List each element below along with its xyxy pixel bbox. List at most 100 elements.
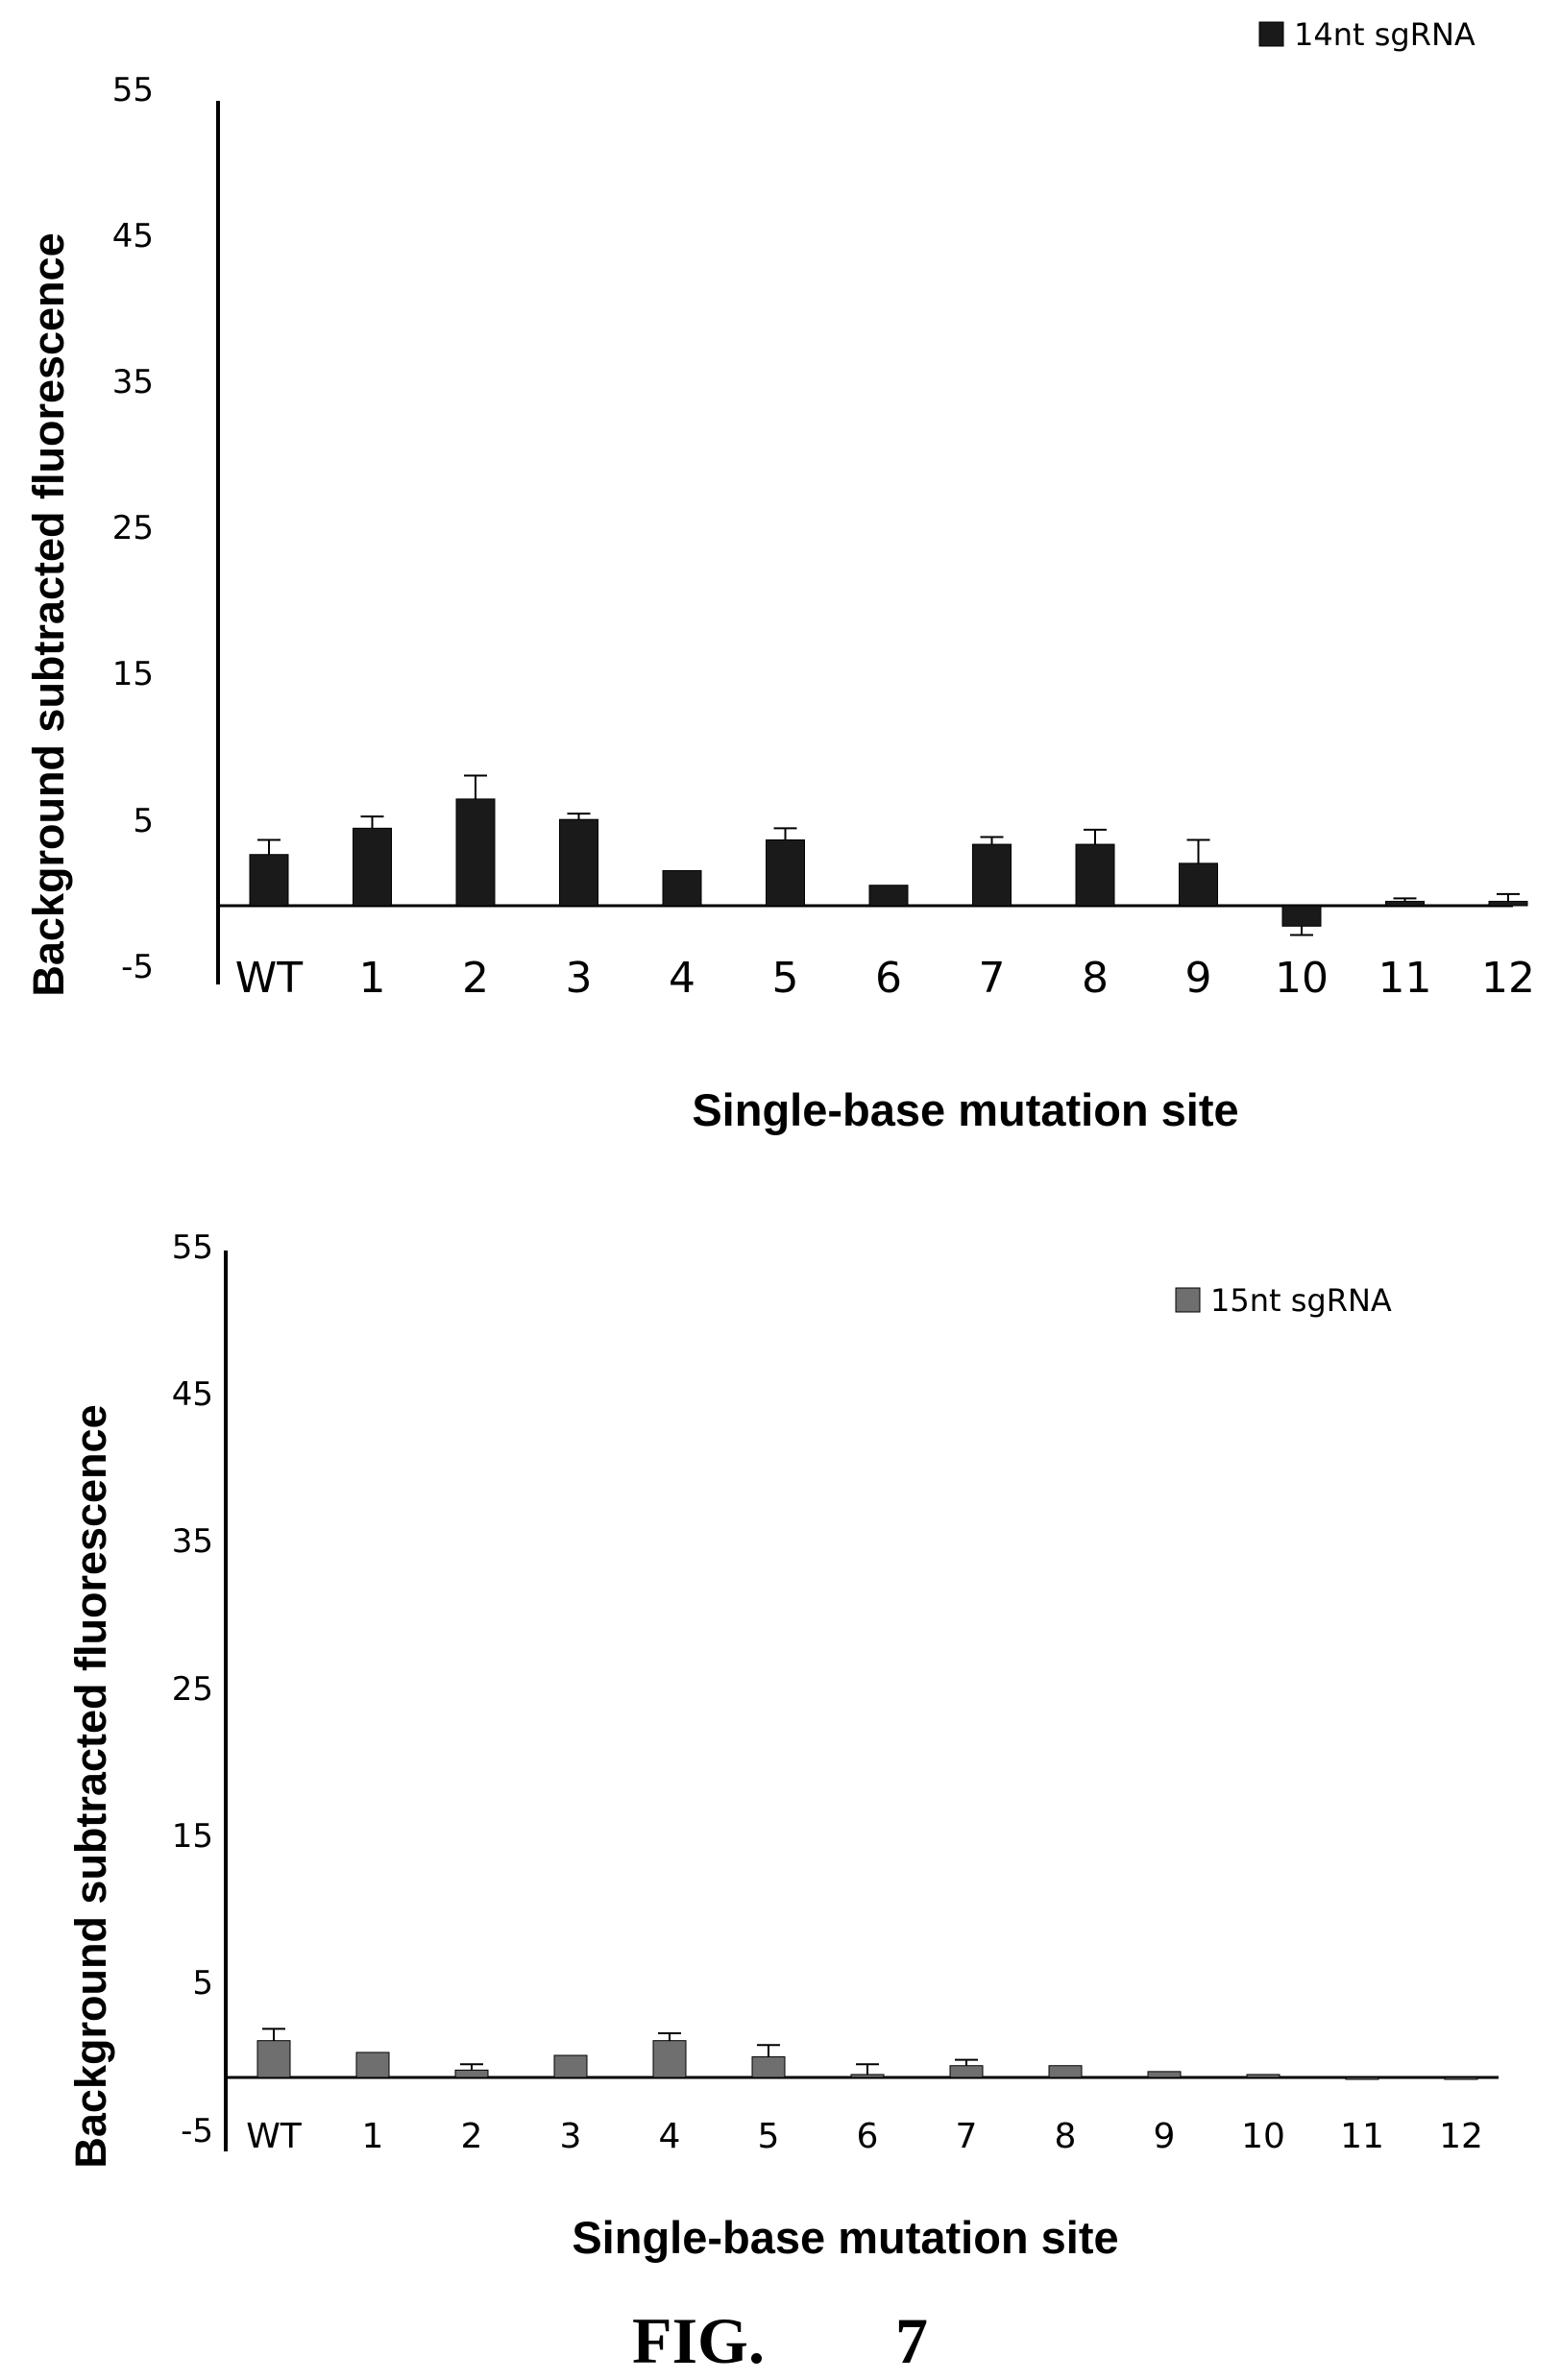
x-tick-label: 1 — [359, 954, 386, 1003]
error-bar — [360, 815, 384, 829]
x-tick-label: 3 — [560, 2117, 582, 2156]
bar — [1488, 900, 1528, 907]
error-bar — [1393, 897, 1417, 902]
error-bar — [980, 836, 1004, 845]
bar — [454, 2069, 489, 2078]
x-tick-label: 8 — [1055, 2117, 1077, 2156]
error-bar — [658, 2032, 681, 2041]
error-bar — [1497, 892, 1520, 902]
legend: 15nt sgRNA — [1175, 1282, 1392, 1319]
y-tick-label: 5 — [192, 1964, 213, 2003]
legend-label: 15nt sgRNA — [1210, 1282, 1392, 1319]
bar — [1385, 900, 1425, 907]
bar — [256, 2040, 291, 2078]
y-tick-label: 25 — [172, 1670, 213, 1709]
bar — [766, 839, 805, 907]
y-tick-label: 35 — [172, 1522, 213, 1561]
legend: 14nt sgRNA — [1258, 16, 1476, 53]
x-tick-labels: WT 1 2 3 4 5 6 7 8 9 10 11 12 — [246, 2117, 1483, 2156]
bar — [1179, 862, 1218, 907]
legend-swatch — [1175, 1287, 1201, 1313]
error-bar — [460, 2063, 483, 2071]
y-tick-label: 45 — [112, 217, 154, 255]
y-tick-label: 35 — [112, 363, 154, 401]
y-tick-labels: 55 45 35 25 15 5 -5 — [172, 1228, 213, 2150]
error-bar — [1290, 926, 1313, 936]
x-tick-label: 10 — [1241, 2117, 1285, 2156]
x-tick-label: 5 — [758, 2117, 780, 2156]
y-tick-label: 45 — [172, 1375, 213, 1414]
bar — [455, 798, 496, 907]
chart-14nt: 55 45 35 25 15 5 -5 WT 1 2 3 4 5 6 7 8 9 10 11 12 Si… — [24, 16, 1535, 1135]
bar — [1147, 2071, 1182, 2078]
x-tick-label: 9 — [1185, 954, 1212, 1003]
x-tick-label: 4 — [659, 2117, 681, 2156]
error-bar — [955, 2058, 978, 2066]
bar — [1048, 2065, 1083, 2078]
bar — [355, 2052, 390, 2078]
error-bar — [262, 2028, 285, 2041]
bar — [1444, 2076, 1478, 2080]
x-tick-label: 11 — [1340, 2117, 1384, 2156]
bar-group — [256, 2028, 1478, 2080]
bar — [1075, 843, 1115, 907]
bar — [1345, 2076, 1379, 2080]
y-axis-label: Background subtracted fluorescence — [24, 232, 73, 996]
y-tick-label: 55 — [172, 1228, 213, 1267]
y-tick-label: -5 — [181, 2112, 213, 2150]
x-tick-label: 2 — [461, 2117, 483, 2156]
y-tick-label: 15 — [172, 1817, 213, 1856]
figure-caption: FIG. 7 — [632, 2304, 928, 2377]
y-tick-label: -5 — [121, 948, 154, 986]
error-bar — [773, 827, 797, 840]
bar — [559, 818, 598, 907]
y-tick-label: 25 — [112, 509, 154, 547]
bar — [949, 2065, 984, 2078]
y-tick-label: 15 — [112, 655, 154, 693]
bar — [868, 885, 909, 907]
error-bar — [757, 2044, 780, 2057]
bar-group — [249, 774, 1528, 936]
x-tick-label: 11 — [1378, 954, 1432, 1003]
error-bar — [567, 813, 591, 820]
x-axis-label: Single-base mutation site — [572, 2212, 1118, 2263]
error-bar — [257, 838, 280, 855]
x-tick-label: 7 — [979, 954, 1006, 1003]
x-tick-label: WT — [246, 2117, 303, 2156]
x-tick-labels: WT 1 2 3 4 5 6 7 8 9 10 11 12 — [235, 954, 1535, 1003]
error-bar — [1084, 828, 1107, 845]
error-bar — [856, 2063, 879, 2075]
legend-label: 14nt sgRNA — [1294, 16, 1476, 53]
bar — [1246, 2074, 1281, 2078]
bar — [1281, 905, 1322, 927]
x-tick-label: 3 — [566, 954, 593, 1003]
x-tick-label: 7 — [956, 2117, 978, 2156]
x-tick-label: 10 — [1275, 954, 1329, 1003]
bar — [249, 854, 289, 907]
x-tick-label: 12 — [1439, 2117, 1483, 2156]
x-tick-label: WT — [235, 954, 304, 1003]
y-tick-label: 55 — [112, 71, 154, 109]
y-axis-label: Background subtracted fluorescence — [66, 1404, 115, 2168]
legend-swatch — [1258, 21, 1284, 47]
x-tick-label: 1 — [362, 2117, 384, 2156]
bar — [353, 827, 392, 907]
y-tick-label: 5 — [133, 802, 154, 840]
x-tick-label: 2 — [462, 954, 489, 1003]
x-tick-label: 5 — [772, 954, 799, 1003]
bar — [972, 843, 1012, 907]
x-axis-label: Single-base mutation site — [692, 1084, 1238, 1135]
bar — [751, 2056, 786, 2078]
y-tick-labels: 55 45 35 25 15 5 -5 — [112, 71, 154, 986]
error-bar — [1186, 838, 1210, 863]
x-tick-label: 8 — [1082, 954, 1109, 1003]
bar — [662, 869, 702, 907]
x-tick-label: 9 — [1154, 2117, 1176, 2156]
x-tick-label: 6 — [857, 2117, 879, 2156]
error-bar — [464, 774, 487, 799]
bar — [652, 2040, 687, 2078]
x-tick-label: 12 — [1481, 954, 1535, 1003]
bar — [850, 2074, 885, 2078]
x-tick-label: 6 — [875, 954, 902, 1003]
